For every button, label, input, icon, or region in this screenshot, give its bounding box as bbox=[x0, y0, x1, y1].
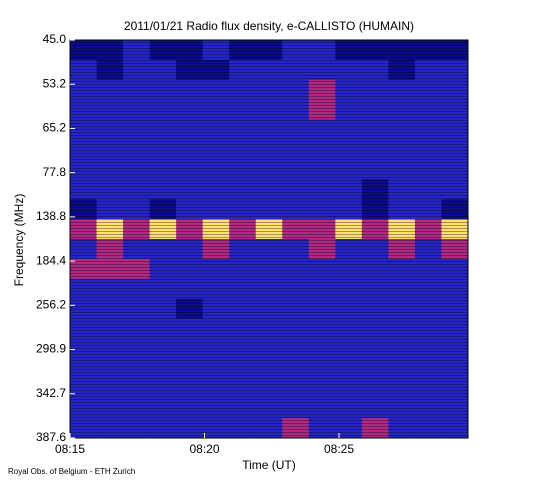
y-tick-label: 138.8 bbox=[36, 209, 66, 223]
x-tick-label: 08:20 bbox=[189, 442, 219, 456]
y-tick-label: 256.2 bbox=[36, 298, 66, 312]
y-tick-label: 45.0 bbox=[43, 32, 67, 46]
texture bbox=[70, 40, 468, 438]
y-tick-label: 53.2 bbox=[43, 76, 67, 90]
x-tick-label: 08:15 bbox=[55, 442, 85, 456]
y-tick-label: 184.4 bbox=[36, 253, 66, 267]
x-axis-label: Time (UT) bbox=[242, 458, 296, 472]
y-tick-label: 77.8 bbox=[43, 165, 67, 179]
y-tick-label: 298.9 bbox=[36, 342, 66, 356]
y-tick-label: 342.7 bbox=[36, 386, 66, 400]
y-axis-label: Frequency (MHz) bbox=[12, 194, 26, 287]
credit: Royal Obs. of Belgium - ETH Zurich bbox=[8, 467, 135, 476]
y-tick-label: 387.6 bbox=[36, 430, 66, 444]
y-tick-label: 65.2 bbox=[43, 121, 67, 135]
chart-title: 2011/01/21 Radio flux density, e-CALLIST… bbox=[124, 19, 414, 33]
x-tick-label: 08:25 bbox=[324, 442, 354, 456]
plot-frame bbox=[69, 39, 469, 439]
